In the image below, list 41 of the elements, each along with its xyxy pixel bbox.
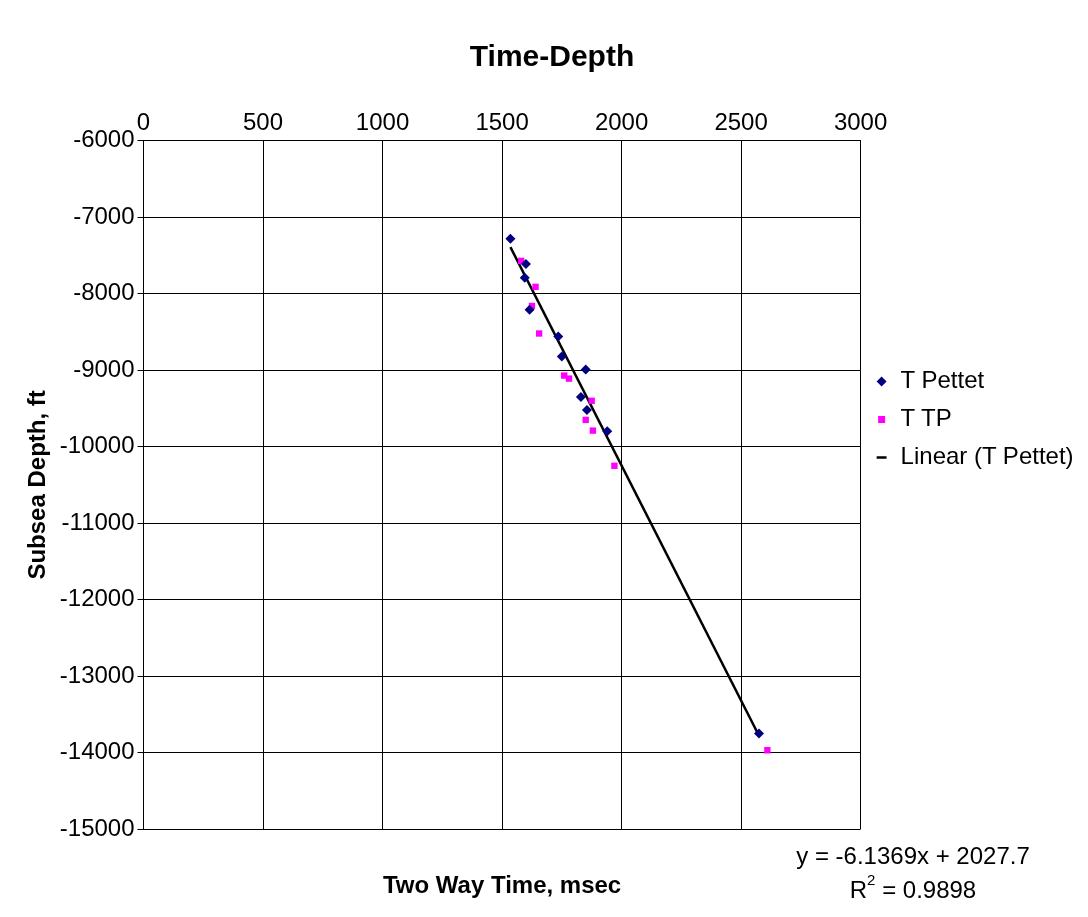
point bbox=[524, 304, 535, 315]
y-tick-label: -15000 bbox=[59, 813, 135, 841]
point bbox=[553, 331, 564, 342]
point bbox=[589, 427, 597, 434]
point bbox=[754, 728, 765, 739]
x-tick-label: 2000 bbox=[594, 108, 649, 136]
x-tick-label: 1500 bbox=[475, 108, 529, 136]
y-axis-title: Subsea Depth, ft bbox=[23, 390, 51, 580]
y-tick-label: -11000 bbox=[61, 507, 135, 535]
point bbox=[532, 283, 539, 291]
text: y = -6.1369x + 2027.7 bbox=[796, 841, 1030, 869]
chart-title: Time-Depth bbox=[469, 39, 635, 73]
x-tick-label: 3000 bbox=[833, 108, 888, 136]
point bbox=[580, 364, 591, 375]
point bbox=[505, 233, 516, 244]
point bbox=[520, 258, 531, 269]
y-tick-label: -14000 bbox=[59, 737, 135, 765]
y-tick-label: -13000 bbox=[59, 660, 135, 688]
point bbox=[556, 351, 567, 362]
point bbox=[575, 391, 586, 402]
x-tick-label: 500 bbox=[243, 108, 284, 136]
y-tick-label: -8000 bbox=[73, 278, 135, 306]
x-tick-label: 2500 bbox=[714, 108, 768, 136]
legend-label: T Pettet bbox=[900, 366, 985, 394]
legend-label: T TP bbox=[900, 404, 952, 432]
legend-label: Linear (T Pettet) bbox=[900, 442, 1074, 470]
y-tick-label: -10000 bbox=[59, 431, 135, 459]
point bbox=[519, 272, 530, 283]
point bbox=[764, 747, 771, 754]
point bbox=[565, 375, 573, 382]
point bbox=[611, 462, 618, 469]
x-tick-label: 0 bbox=[136, 108, 151, 136]
y-tick-label: -6000 bbox=[73, 125, 135, 153]
point bbox=[535, 330, 543, 337]
x-tick-label: 1000 bbox=[355, 108, 410, 136]
y-tick-label: -9000 bbox=[73, 354, 135, 382]
y-tick-label: -12000 bbox=[59, 584, 135, 612]
point bbox=[602, 426, 613, 437]
point bbox=[581, 404, 592, 415]
x-axis-title: Two Way Time, msec bbox=[382, 870, 622, 898]
y-tick-label: -7000 bbox=[73, 201, 135, 229]
